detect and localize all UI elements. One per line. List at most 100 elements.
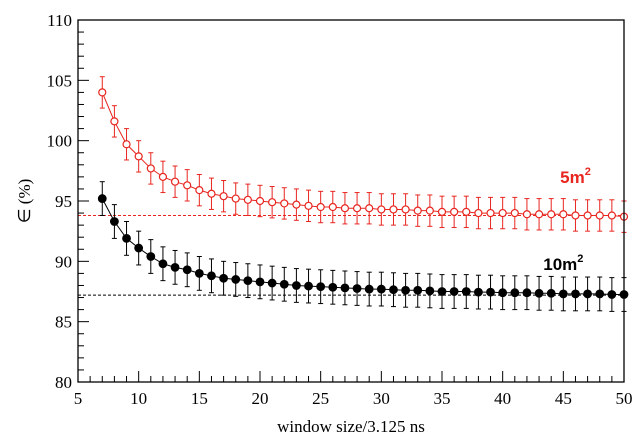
reference-lines bbox=[78, 214, 624, 296]
data-point bbox=[146, 252, 156, 261]
data-point bbox=[219, 192, 228, 201]
data-point bbox=[122, 140, 131, 149]
data-point bbox=[583, 211, 592, 220]
series-annotation: 10m2 bbox=[543, 253, 583, 274]
data-point bbox=[279, 279, 289, 289]
data-point bbox=[134, 152, 143, 161]
data-point bbox=[595, 289, 605, 299]
data-point bbox=[316, 282, 326, 292]
series-line bbox=[101, 92, 625, 218]
data-point bbox=[304, 281, 313, 291]
y-tick-label: 80 bbox=[55, 373, 72, 392]
data-point bbox=[207, 271, 216, 281]
data-point bbox=[98, 88, 107, 97]
data-point bbox=[110, 117, 119, 126]
data-point bbox=[510, 208, 519, 218]
data-point bbox=[304, 201, 313, 210]
annotation-base: 5m bbox=[560, 168, 585, 187]
x-tick-label: 5 bbox=[74, 389, 83, 408]
y-tick-label: 95 bbox=[55, 192, 72, 211]
x-axis-title: window size/3.125 ns bbox=[277, 417, 425, 436]
data-point bbox=[571, 211, 580, 220]
data-point bbox=[486, 287, 495, 297]
data-point bbox=[219, 273, 229, 283]
data-point bbox=[146, 164, 155, 173]
data-point bbox=[413, 285, 423, 295]
data-point bbox=[316, 202, 325, 212]
data-point bbox=[280, 199, 289, 208]
data-point bbox=[365, 204, 374, 213]
data-point bbox=[607, 211, 616, 220]
data-point bbox=[231, 194, 240, 203]
axes: 5 10 15 20 25 30 35 40 45 50 80 85 90 95 100 105 110 bbox=[47, 11, 633, 408]
data-point bbox=[534, 288, 544, 298]
annotation-superscript: 2 bbox=[577, 253, 583, 265]
data-point bbox=[425, 206, 434, 215]
data-point bbox=[413, 206, 422, 215]
data-point bbox=[182, 265, 192, 275]
y-tick-label: 105 bbox=[47, 71, 73, 90]
data-point bbox=[425, 286, 435, 296]
series-line bbox=[101, 198, 624, 296]
data-point bbox=[401, 205, 410, 214]
data-point bbox=[231, 275, 241, 284]
data-point bbox=[437, 287, 447, 296]
data-point bbox=[510, 288, 520, 298]
x-tick-label: 20 bbox=[252, 389, 269, 408]
y-tick-label: 90 bbox=[55, 252, 72, 271]
data-point bbox=[377, 205, 386, 214]
data-point bbox=[401, 285, 411, 295]
data-point bbox=[389, 205, 398, 214]
data-point bbox=[268, 198, 277, 207]
data-point bbox=[158, 259, 168, 269]
data-point bbox=[194, 269, 204, 278]
data-point bbox=[170, 262, 180, 272]
data-point bbox=[462, 207, 471, 216]
data-point bbox=[97, 194, 107, 203]
data-point bbox=[170, 177, 180, 186]
data-point bbox=[352, 204, 362, 213]
data-point bbox=[292, 281, 301, 290]
data-point bbox=[461, 287, 471, 296]
data-point bbox=[122, 234, 131, 243]
data-point bbox=[450, 207, 459, 216]
data-point bbox=[158, 172, 168, 181]
data-point bbox=[195, 186, 204, 195]
data-point bbox=[498, 288, 508, 298]
data-point bbox=[183, 181, 192, 190]
y-tick-label: 85 bbox=[55, 313, 72, 332]
data-point bbox=[292, 200, 301, 209]
data-point bbox=[534, 210, 544, 219]
x-tick-label: 25 bbox=[312, 389, 329, 408]
data-point bbox=[571, 289, 580, 299]
data-point bbox=[328, 202, 337, 212]
data-point bbox=[255, 196, 265, 206]
data-point bbox=[498, 208, 507, 218]
x-tick-label: 30 bbox=[373, 389, 390, 408]
data-point bbox=[547, 210, 556, 219]
data-point bbox=[207, 189, 216, 198]
x-tick-label: 45 bbox=[555, 389, 572, 408]
series-annotation: 5m2 bbox=[560, 166, 591, 187]
data-point bbox=[243, 195, 252, 204]
x-tick-label: 35 bbox=[434, 389, 451, 408]
data-point bbox=[267, 278, 277, 288]
data-point bbox=[243, 276, 253, 286]
data-point bbox=[595, 211, 604, 220]
data-point bbox=[255, 277, 265, 287]
x-tick-label: 50 bbox=[616, 389, 633, 408]
plot-frame bbox=[77, 19, 625, 383]
data-point bbox=[607, 290, 617, 299]
data-point bbox=[376, 284, 386, 294]
annotation-superscript: 2 bbox=[585, 166, 591, 178]
data-point bbox=[389, 285, 398, 295]
data-point bbox=[340, 204, 350, 213]
series-0 bbox=[98, 76, 629, 233]
data-point bbox=[558, 289, 568, 299]
data-point bbox=[449, 287, 459, 296]
data-point bbox=[522, 210, 532, 219]
x-tick-label: 15 bbox=[191, 389, 208, 408]
data-point bbox=[340, 283, 350, 293]
